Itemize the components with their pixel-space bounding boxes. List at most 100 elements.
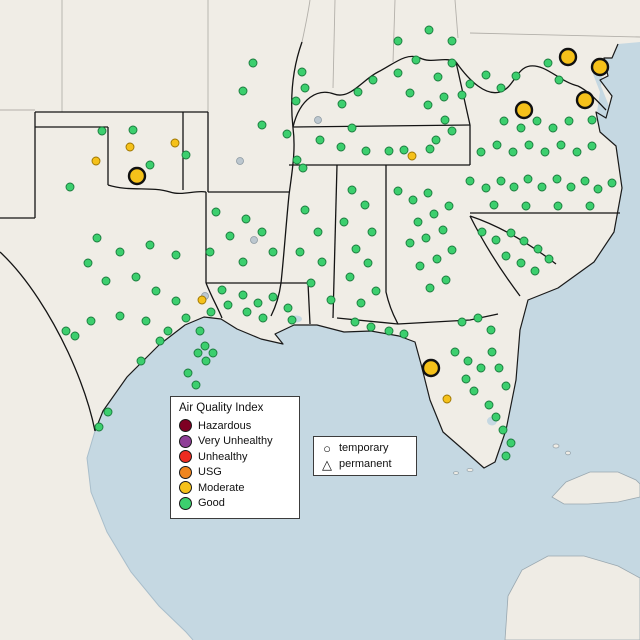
monitor-good[interactable]: [345, 272, 355, 282]
monitor-good[interactable]: [115, 247, 125, 257]
monitor-good[interactable]: [408, 195, 418, 205]
monitor-good[interactable]: [508, 147, 518, 157]
monitor-good[interactable]: [411, 55, 421, 65]
monitor-good[interactable]: [257, 120, 267, 130]
monitor-good[interactable]: [572, 147, 582, 157]
monitor-good[interactable]: [268, 292, 278, 302]
monitor-good[interactable]: [552, 174, 562, 184]
monitor-good[interactable]: [351, 244, 361, 254]
monitor-good[interactable]: [128, 125, 138, 135]
monitor-good[interactable]: [399, 145, 409, 155]
monitor-good[interactable]: [463, 356, 473, 366]
monitor-good[interactable]: [498, 425, 508, 435]
monitor-good[interactable]: [353, 87, 363, 97]
monitor-good[interactable]: [521, 201, 531, 211]
monitor-good[interactable]: [295, 247, 305, 257]
monitor-good[interactable]: [300, 83, 310, 93]
monitor-good[interactable]: [145, 240, 155, 250]
monitor-good[interactable]: [347, 123, 357, 133]
monitor-good[interactable]: [292, 155, 302, 165]
monitor-good[interactable]: [253, 298, 263, 308]
monitor-good[interactable]: [587, 115, 597, 125]
monitor-nodata[interactable]: [236, 157, 244, 165]
monitor-good[interactable]: [193, 348, 203, 358]
monitor-good[interactable]: [425, 283, 435, 293]
monitor-moderate[interactable]: [197, 295, 207, 305]
monitor-good[interactable]: [101, 276, 111, 286]
monitor-good[interactable]: [393, 186, 403, 196]
monitor-nodata[interactable]: [314, 116, 322, 124]
monitor-good[interactable]: [566, 182, 576, 192]
monitor-good[interactable]: [438, 225, 448, 235]
monitor-good[interactable]: [181, 313, 191, 323]
monitor-good[interactable]: [306, 278, 316, 288]
monitor-good[interactable]: [339, 217, 349, 227]
monitor-good[interactable]: [447, 58, 457, 68]
monitor-good[interactable]: [491, 412, 501, 422]
monitor-good[interactable]: [405, 88, 415, 98]
monitor-good[interactable]: [433, 72, 443, 82]
monitor-good[interactable]: [501, 251, 511, 261]
monitor-good[interactable]: [439, 92, 449, 102]
monitor-good[interactable]: [587, 141, 597, 151]
monitor-good[interactable]: [238, 257, 248, 267]
monitor-good[interactable]: [181, 150, 191, 160]
monitor-temporary-moderate[interactable]: [558, 47, 578, 67]
monitor-good[interactable]: [205, 247, 215, 257]
monitor-temporary-moderate[interactable]: [514, 100, 534, 120]
monitor-good[interactable]: [136, 356, 146, 366]
monitor-good[interactable]: [501, 451, 511, 461]
monitor-good[interactable]: [200, 341, 210, 351]
monitor-good[interactable]: [524, 140, 534, 150]
monitor-good[interactable]: [476, 363, 486, 373]
monitor-good[interactable]: [155, 336, 165, 346]
monitor-moderate[interactable]: [91, 156, 101, 166]
monitor-good[interactable]: [291, 96, 301, 106]
monitor-good[interactable]: [238, 86, 248, 96]
monitor-good[interactable]: [499, 116, 509, 126]
monitor-good[interactable]: [415, 261, 425, 271]
monitor-good[interactable]: [326, 295, 336, 305]
monitor-temporary-moderate[interactable]: [575, 90, 595, 110]
monitor-good[interactable]: [494, 363, 504, 373]
monitor-good[interactable]: [206, 307, 216, 317]
monitor-temporary-moderate[interactable]: [421, 358, 441, 378]
monitor-good[interactable]: [163, 326, 173, 336]
monitor-good[interactable]: [481, 183, 491, 193]
monitor-good[interactable]: [131, 272, 141, 282]
monitor-good[interactable]: [473, 313, 483, 323]
monitor-good[interactable]: [491, 235, 501, 245]
monitor-good[interactable]: [496, 176, 506, 186]
monitor-good[interactable]: [86, 316, 96, 326]
monitor-good[interactable]: [489, 200, 499, 210]
monitor-good[interactable]: [530, 266, 540, 276]
monitor-good[interactable]: [548, 123, 558, 133]
monitor-good[interactable]: [580, 176, 590, 186]
monitor-good[interactable]: [465, 79, 475, 89]
monitor-good[interactable]: [92, 233, 102, 243]
monitor-good[interactable]: [457, 317, 467, 327]
monitor-good[interactable]: [441, 275, 451, 285]
monitor-good[interactable]: [533, 244, 543, 254]
monitor-good[interactable]: [223, 300, 233, 310]
monitor-good[interactable]: [393, 68, 403, 78]
monitor-good[interactable]: [511, 71, 521, 81]
monitor-moderate[interactable]: [170, 138, 180, 148]
monitor-good[interactable]: [384, 146, 394, 156]
monitor-good[interactable]: [564, 116, 574, 126]
monitor-good[interactable]: [371, 286, 381, 296]
monitor-good[interactable]: [440, 115, 450, 125]
monitor-good[interactable]: [151, 286, 161, 296]
monitor-good[interactable]: [537, 182, 547, 192]
monitor-good[interactable]: [368, 75, 378, 85]
monitor-good[interactable]: [258, 313, 268, 323]
monitor-good[interactable]: [593, 184, 603, 194]
monitor-good[interactable]: [283, 303, 293, 313]
monitor-good[interactable]: [366, 322, 376, 332]
monitor-good[interactable]: [191, 380, 201, 390]
monitor-good[interactable]: [431, 135, 441, 145]
monitor-good[interactable]: [556, 140, 566, 150]
monitor-good[interactable]: [429, 209, 439, 219]
monitor-good[interactable]: [287, 315, 297, 325]
monitor-good[interactable]: [257, 227, 267, 237]
